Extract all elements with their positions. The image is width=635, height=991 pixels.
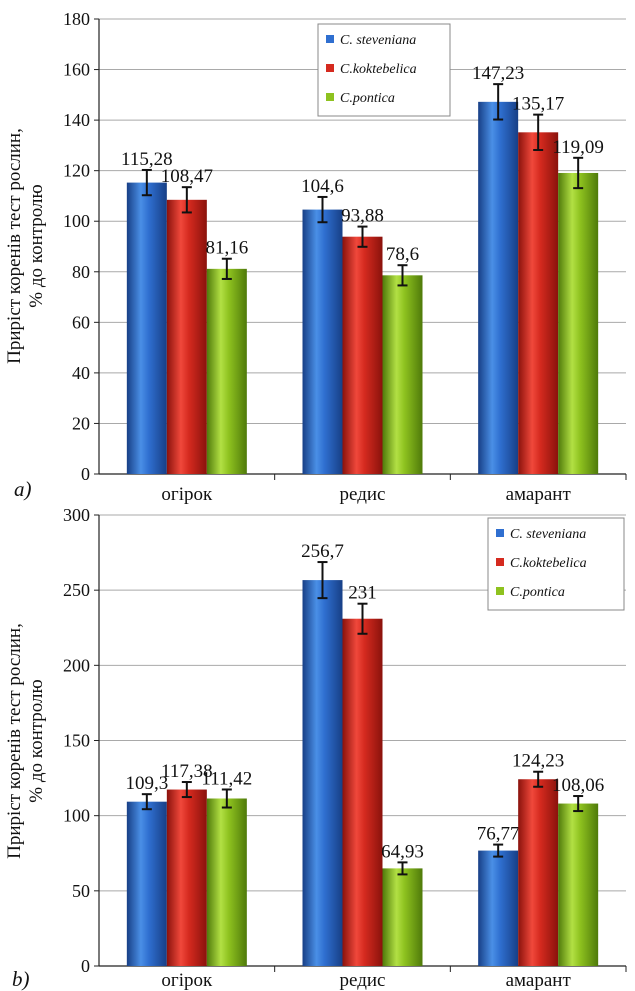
legend: C. steveniana C.koktebelica C.pontica [487, 517, 625, 611]
legend-swatch [496, 558, 504, 566]
legend-swatch [326, 35, 334, 43]
x-category-label: амарант [506, 484, 572, 505]
bar-csteveniana [478, 101, 519, 475]
data-label: 119,09 [552, 137, 604, 158]
data-label: 108,47 [161, 166, 213, 187]
y-tick-label: 20 [72, 413, 90, 433]
bar-cpontica [382, 275, 423, 474]
y-axis-title-line: Приріст коренів тест рослин, [4, 128, 25, 364]
bar-csteveniana [302, 209, 343, 474]
x-category-label: амарант [506, 970, 572, 991]
x-category-label: огірок [161, 970, 213, 991]
bar-cpontica [382, 868, 423, 966]
y-axis-title-line: % до контролю [26, 679, 47, 802]
data-label: 111,42 [201, 768, 252, 789]
legend-box [317, 23, 451, 117]
bar-cpontica [206, 268, 247, 474]
legend: C. steveniana C.koktebelica C.pontica [317, 23, 451, 117]
legend-swatch [496, 529, 504, 537]
bar-ckoktebelica [518, 779, 559, 966]
bar-csteveniana [478, 850, 519, 966]
data-label: 256,7 [301, 541, 344, 562]
x-category-label: огірок [161, 484, 213, 505]
data-label: 109,3 [125, 773, 168, 794]
y-tick-label: 140 [63, 110, 90, 130]
bar-ckoktebelica [342, 236, 383, 474]
legend-swatch [326, 64, 334, 72]
y-tick-label: 150 [63, 731, 90, 751]
x-category-label: редис [340, 970, 386, 991]
chart-panel-a: 0 20 40 60 80 100 120 140 160 180 Приріст коренів … [4, 9, 627, 505]
y-tick-label: 100 [63, 806, 90, 826]
legend-box [487, 517, 625, 611]
y-tick-label: 80 [72, 262, 90, 282]
data-label: 64,93 [381, 841, 424, 862]
bar-ckoktebelica [342, 618, 383, 966]
data-label: 117,38 [161, 761, 213, 782]
y-tick-label: 50 [72, 881, 90, 901]
data-label: 78,6 [386, 244, 419, 265]
y-axis-title: Приріст коренів тест рослин,% до контрол… [4, 623, 47, 859]
legend-label: C.pontica [510, 585, 565, 600]
bar-cpontica [558, 803, 599, 966]
legend-label: C.pontica [340, 91, 395, 106]
legend-label: C.koktebelica [340, 62, 417, 77]
y-axis-title-line: % до контролю [26, 184, 47, 307]
legend-swatch [496, 587, 504, 595]
data-label: 231 [348, 583, 377, 604]
bar-ckoktebelica [518, 132, 559, 474]
y-axis-title: Приріст коренів тест рослин,% до контрол… [4, 128, 47, 364]
data-label: 93,88 [341, 206, 384, 227]
data-label: 76,77 [477, 824, 520, 845]
data-label: 115,28 [121, 149, 173, 170]
y-tick-label: 250 [63, 580, 90, 600]
legend-label: C. steveniana [340, 33, 416, 48]
y-tick-label: 100 [63, 211, 90, 231]
bar-csteveniana [302, 580, 343, 966]
y-axis-title-line: Приріст коренів тест рослин, [4, 623, 25, 859]
bar-cpontica [558, 172, 599, 474]
y-tick-label: 40 [72, 363, 90, 383]
y-tick-label: 120 [63, 161, 90, 181]
x-category-label: редис [340, 484, 386, 505]
y-tick-label: 160 [63, 60, 90, 80]
data-label: 147,23 [472, 63, 524, 84]
chart-panel-b: 0 50 100 150 200 250 300 Приріст коренів тест р… [4, 505, 627, 991]
y-tick-label: 300 [63, 505, 90, 525]
data-label: 135,17 [512, 94, 564, 115]
panel-label: a) [14, 477, 32, 501]
data-label: 124,23 [512, 751, 564, 772]
legend-label: C.koktebelica [510, 556, 587, 571]
bar-csteveniana [126, 801, 167, 966]
y-tick-label: 60 [72, 312, 90, 332]
legend-swatch [326, 93, 334, 101]
y-tick-label: 0 [81, 956, 90, 976]
bar-ckoktebelica [166, 199, 207, 474]
panel-label: b) [12, 967, 30, 991]
data-label: 104,6 [301, 176, 344, 197]
data-label: 108,06 [552, 775, 604, 796]
y-tick-label: 0 [81, 464, 90, 484]
bar-ckoktebelica [166, 789, 207, 966]
bar-cpontica [206, 798, 247, 966]
y-tick-label: 200 [63, 655, 90, 675]
bar-csteveniana [126, 182, 167, 474]
legend-label: C. steveniana [510, 527, 586, 542]
y-tick-label: 180 [63, 9, 90, 29]
data-label: 81,16 [205, 238, 248, 259]
